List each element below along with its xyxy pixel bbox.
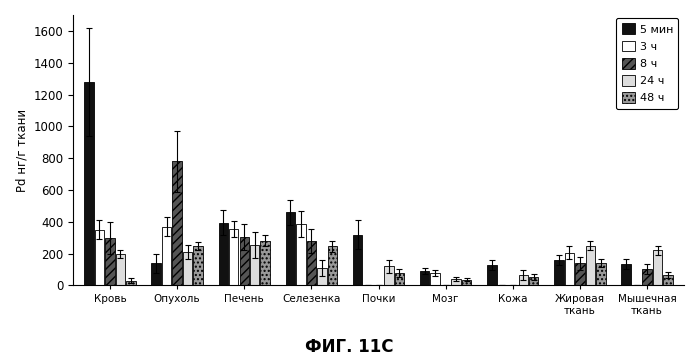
Bar [85,82,94,286]
Bar [307,241,316,286]
Legend: 5 мин, 3 ч, 8 ч, 24 ч, 48 ч: 5 мин, 3 ч, 8 ч, 24 ч, 48 ч [617,18,679,109]
Bar [565,253,574,286]
Bar [554,260,563,286]
Bar [317,268,326,286]
Bar [106,238,115,286]
Bar [229,229,238,286]
Bar [575,263,584,286]
Bar [261,241,270,286]
Bar [219,222,228,286]
Bar [152,263,161,286]
Text: ФИГ. 11C: ФИГ. 11C [305,339,394,356]
Bar [384,266,394,286]
Bar [127,281,136,286]
Bar [353,235,362,286]
Bar [663,275,672,286]
Bar [621,264,630,286]
Bar [420,271,429,286]
Bar [586,246,595,286]
Bar [286,212,295,286]
Bar [487,265,496,286]
Bar [95,230,104,286]
Bar [462,280,471,286]
Bar [596,263,605,286]
Bar [173,161,182,286]
Bar [194,246,203,286]
Bar [162,226,171,286]
Bar [395,273,404,286]
Bar [328,246,337,286]
Bar [519,275,528,286]
Bar [296,224,305,286]
Bar [653,251,662,286]
Y-axis label: Pd нг/г ткани: Pd нг/г ткани [15,109,28,192]
Bar [452,279,461,286]
Bar [240,237,249,286]
Bar [250,245,259,286]
Bar [642,269,651,286]
Bar [431,273,440,286]
Bar [529,277,538,286]
Bar [116,253,125,286]
Bar [183,252,192,286]
